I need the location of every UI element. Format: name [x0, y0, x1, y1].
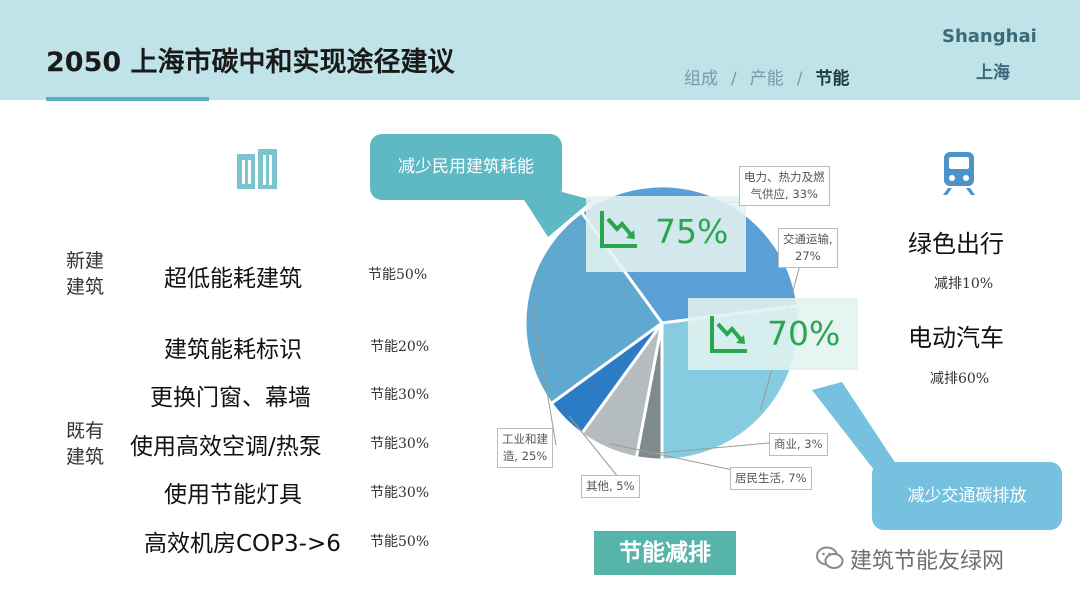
measure-windows-curtain-wall: 更换门窗、幕墙 [150, 385, 311, 411]
watermark-text: 建筑节能友绿网 [850, 549, 1005, 574]
building-icon [237, 149, 277, 189]
pie-data-label-power: 电力、热力及燃 气供应, 33% [739, 166, 830, 206]
reduction-pct-buildings: 75% [655, 212, 729, 251]
callout-right-pointer [812, 382, 900, 475]
tab-separator: / [731, 69, 737, 89]
wechat-icon [816, 546, 844, 569]
measure-energy-label: 建筑能耗标识 [164, 337, 302, 363]
callout-reduce-building-energy: 减少民用建筑耗能 [370, 134, 562, 200]
transport-saving: 减排60% [930, 371, 990, 387]
pie-leader-line [568, 415, 623, 483]
pie-leader-line [609, 443, 743, 473]
pie-slice [523, 210, 665, 406]
measure-saving: 节能50% [370, 534, 430, 550]
reduction-box-buildings [586, 196, 746, 272]
brand-chinese: 上海 [976, 63, 1010, 83]
section-tabs: 组成 / 产能 / 节能 [684, 64, 849, 89]
title-underline [46, 97, 209, 101]
tab-energy-saving[interactable]: 节能 [815, 69, 850, 89]
transport-electric-vehicles: 电动汽车 [908, 324, 1004, 352]
reduction-pct-transport: 70% [767, 314, 841, 353]
pie-leader-line [531, 302, 557, 446]
header-bar [0, 0, 1080, 100]
measure-efficient-ac: 使用高效空调/热泵 [130, 434, 322, 460]
measure-saving: 节能30% [370, 485, 430, 501]
trend-down-icon [600, 211, 637, 248]
tab-composition[interactable]: 组成 [684, 69, 718, 89]
measure-saving: 节能20% [370, 339, 430, 355]
pie-leader-line [649, 441, 781, 455]
measure-efficient-lighting: 使用节能灯具 [164, 482, 302, 508]
group-label-text: 新建 建筑 [65, 250, 104, 298]
group-label-text: 既有 建筑 [65, 420, 104, 468]
pie-data-label-commercial: 商业, 3% [769, 433, 828, 456]
transport-saving: 减排10% [934, 276, 994, 292]
pie-data-label-other: 其他, 5% [581, 475, 640, 498]
measure-ultra-low-energy: 超低能耗建筑 [164, 266, 302, 292]
train-icon [943, 152, 975, 195]
energy-saving-badge: 节能减排 [594, 531, 736, 575]
brand-english: Shanghai [942, 26, 1037, 47]
transport-green-travel: 绿色出行 [908, 230, 1004, 258]
measure-saving: 节能50% [368, 267, 428, 283]
group-label-existing-buildings: 既有 建筑 [60, 418, 110, 470]
measure-efficient-plant-room: 高效机房COP3->6 [144, 531, 341, 557]
pie-data-label-residential: 居民生活, 7% [730, 467, 812, 490]
group-label-new-buildings: 新建 建筑 [60, 248, 110, 300]
pie-data-label-industry: 工业和建 造, 25% [497, 428, 553, 468]
pie-data-label-transport: 交通运输, 27% [778, 228, 838, 268]
measure-saving: 节能30% [370, 436, 430, 452]
page-title: 2050 上海市碳中和实现途径建议 [46, 47, 455, 78]
measure-saving: 节能30% [370, 387, 430, 403]
tab-production[interactable]: 产能 [749, 69, 784, 89]
trend-down-icon [710, 316, 747, 353]
callout-reduce-transport-carbon: 减少交通碳排放 [872, 462, 1062, 530]
reduction-box-transport [688, 298, 858, 370]
tab-separator: / [796, 69, 803, 89]
